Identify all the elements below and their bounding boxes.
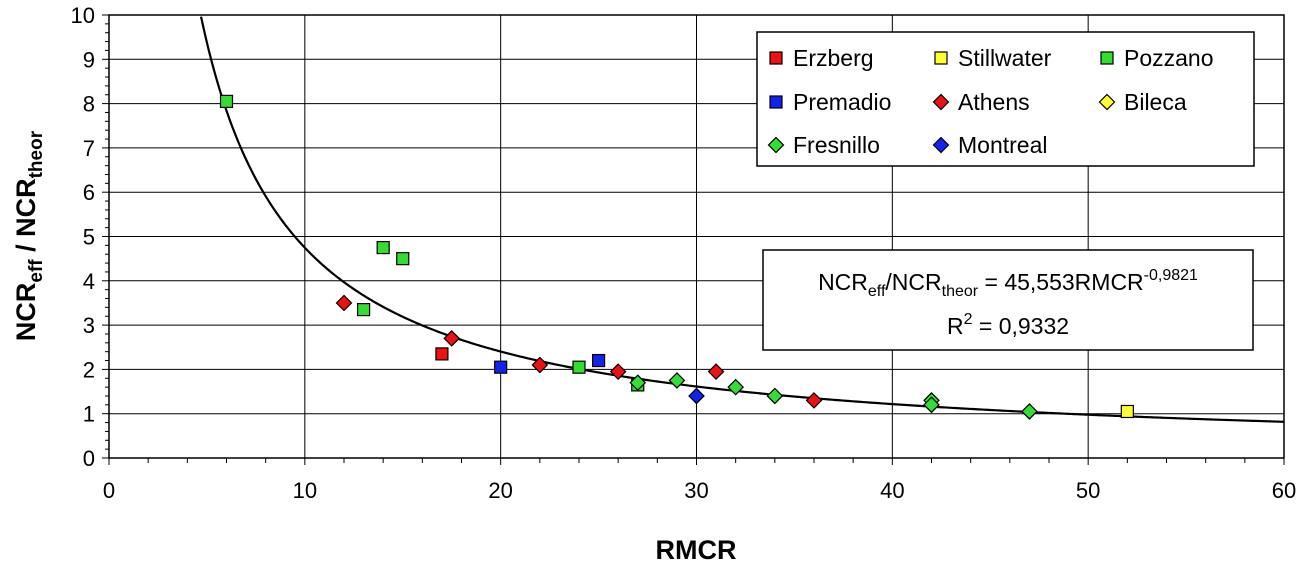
legend-marker-stillwater	[934, 51, 948, 65]
y-tick-label: 3	[83, 313, 95, 338]
equation-box	[762, 249, 1254, 351]
point-fresnillo	[727, 378, 745, 396]
point-athens	[531, 356, 549, 374]
y-axis-title-sub1: eff	[26, 259, 47, 283]
point-pozzano	[356, 302, 371, 317]
y-tick-label: 5	[83, 225, 95, 250]
y-tick-label: 8	[83, 92, 95, 117]
point-fresnillo	[629, 374, 647, 392]
legend-box	[756, 31, 1255, 167]
point-pozzano	[572, 360, 586, 374]
legend-items: Erzberg Stillwater Pozzano Premadio Athens Bi…	[767, 45, 1214, 158]
point-montreal	[688, 387, 705, 405]
legend-label-erzberg: Erzberg	[793, 45, 874, 71]
x-tick-label: 20	[488, 478, 512, 503]
y-tick-label: 1	[83, 402, 95, 427]
eq-sub-theor: theor	[942, 283, 979, 300]
legend-label-montreal: Montreal	[958, 132, 1047, 158]
point-pozzano	[219, 94, 234, 108]
legend-label-premadio: Premadio	[793, 89, 891, 115]
y-tick-label: 9	[83, 47, 95, 72]
y-axis-title: NCReff / NCRtheor	[11, 130, 47, 341]
point-premadio	[494, 360, 508, 374]
legend-marker-pozzano	[1100, 51, 1114, 65]
tick-labels: 0 10 20 30 40 50 60 0 1 2 3 4 5 6 7 8 9 10	[71, 3, 1297, 503]
r-squared-text: R2 = 0,9332	[947, 311, 1069, 339]
x-tick-label: 50	[1076, 478, 1100, 503]
x-tick-label: 30	[684, 478, 708, 503]
eq-ncr2: /NCR	[885, 269, 941, 295]
legend: Erzberg Stillwater Pozzano Premadio Athens Bi…	[756, 31, 1255, 167]
point-athens	[707, 363, 725, 380]
y-tick-label: 7	[83, 136, 95, 161]
x-tick-label: 0	[103, 478, 115, 503]
y-tick-label: 10	[71, 3, 95, 28]
eq-sub-eff: eff	[868, 283, 886, 300]
ticks	[102, 14, 1285, 465]
r2-sup: 2	[964, 311, 973, 328]
equation-text: NCReff/NCRtheor = 45,553RMCR-0,9821	[818, 267, 1198, 300]
y-tick-label: 4	[83, 269, 95, 294]
eq-rhs: = 45,553RMCR	[978, 269, 1144, 295]
point-athens	[609, 363, 627, 380]
point-fresnillo	[668, 372, 686, 389]
r2-value: = 0,9332	[972, 313, 1069, 339]
y-axis-title-ncr1: NCR	[11, 283, 41, 342]
point-premadio	[591, 353, 606, 368]
data-points	[219, 94, 1134, 420]
x-tick-label: 40	[880, 478, 904, 503]
legend-marker-montreal	[932, 136, 950, 154]
point-athens	[443, 330, 461, 347]
y-tick-label: 0	[83, 446, 95, 471]
legend-marker-fresnillo	[767, 136, 785, 154]
y-tick-label: 2	[83, 357, 95, 382]
x-tick-label: 10	[293, 478, 317, 503]
legend-label-stillwater: Stillwater	[958, 45, 1052, 71]
x-axis-title: RMCR	[656, 535, 737, 565]
legend-marker-erzberg	[769, 51, 783, 65]
point-fresnillo	[1021, 403, 1038, 420]
point-fresnillo	[766, 387, 784, 405]
point-stillwater	[1120, 404, 1134, 419]
fit-curve	[199, 16, 1285, 423]
equation-annotation: NCReff/NCRtheor = 45,553RMCR-0,9821 R2 =…	[762, 249, 1254, 351]
x-tick-label: 60	[1272, 478, 1296, 503]
legend-label-athens: Athens	[958, 89, 1030, 115]
legend-marker-athens	[932, 93, 950, 111]
point-pozzano	[396, 252, 410, 266]
legend-label-bileca: Bileca	[1124, 89, 1187, 115]
point-erzberg	[435, 347, 449, 361]
point-athens	[335, 294, 353, 312]
point-pozzano	[376, 240, 390, 255]
legend-label-fresnillo: Fresnillo	[793, 132, 880, 158]
legend-label-pozzano: Pozzano	[1124, 45, 1214, 71]
legend-marker-premadio	[769, 95, 783, 109]
point-fresnillo	[923, 396, 940, 414]
y-axis-title-ncr2: / NCR	[11, 178, 41, 259]
y-axis-title-sub2: theor	[26, 130, 47, 178]
y-tick-label: 6	[83, 180, 95, 205]
r2-r: R	[947, 313, 964, 339]
point-athens	[805, 392, 823, 409]
legend-marker-bileca	[1098, 93, 1116, 111]
eq-ncr1: NCR	[818, 269, 868, 295]
eq-exponent: -0,9821	[1144, 267, 1198, 284]
